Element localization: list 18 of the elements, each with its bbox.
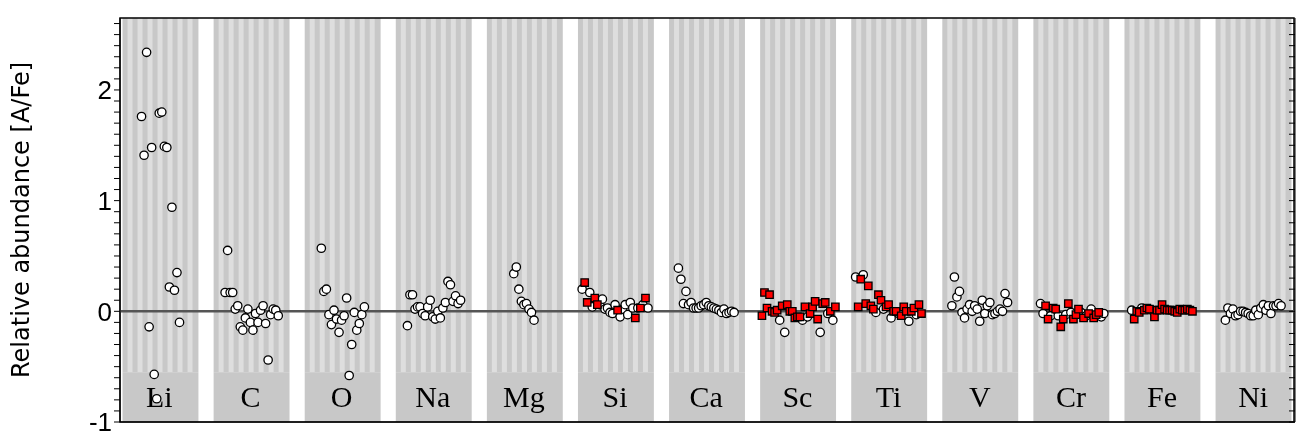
x-tick-label: Na (415, 380, 451, 414)
y-tick-label: 1 (97, 185, 112, 216)
y-axis-title: Relative abundance [A/Fe] (6, 61, 35, 379)
x-tick-label: Mg (503, 380, 545, 414)
x-tick-label: Ni (1238, 380, 1269, 414)
x-tick-label: V (968, 380, 991, 414)
x-tick-label: Ti (875, 380, 902, 414)
x-tick-label: Fe (1147, 380, 1178, 414)
x-tick-label: Cr (1055, 380, 1086, 414)
y-tick-label: -1 (88, 407, 112, 438)
y-tick-label: 0 (97, 296, 112, 327)
x-tick-label: Li (145, 380, 173, 414)
x-tick-label: C (240, 380, 261, 414)
y-tick-label: 2 (97, 75, 112, 106)
x-tick-label: Ca (689, 380, 723, 414)
x-tick-label: O (330, 380, 353, 414)
x-tick-label: Si (602, 380, 628, 414)
x-tick-label: Sc (782, 380, 813, 414)
